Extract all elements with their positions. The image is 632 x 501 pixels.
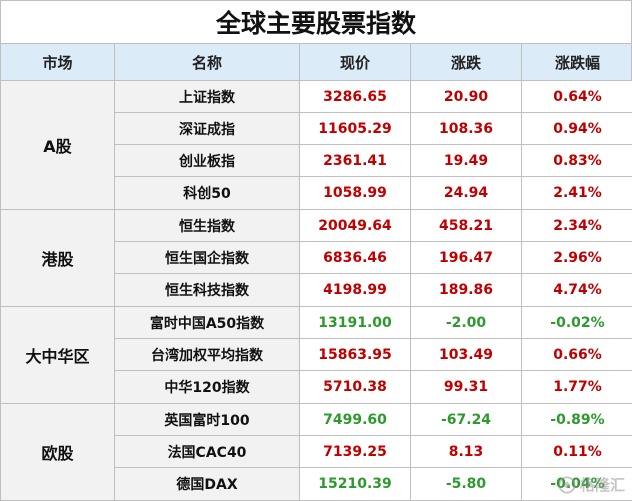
change-cell: 189.86 <box>411 274 522 306</box>
change-cell: 108.36 <box>411 113 522 144</box>
table-row: 科创50 1058.99 24.94 2.41% <box>115 177 632 209</box>
table-row: 恒生科技指数 4198.99 189.86 4.74% <box>115 274 632 306</box>
table-title: 全球主要股票指数 <box>1 0 631 44</box>
change-pct-cell: 2.96% <box>522 242 632 273</box>
price-cell: 3286.65 <box>300 81 411 112</box>
price-cell: 1058.99 <box>300 177 411 209</box>
price-cell: 6836.46 <box>300 242 411 273</box>
market-label: 港股 <box>1 210 115 306</box>
header-market: 市场 <box>1 44 115 80</box>
table-row: 中华120指数 5710.38 99.31 1.77% <box>115 371 632 403</box>
change-cell: 19.49 <box>411 145 522 176</box>
table-header: 市场 名称 现价 涨跌 涨跌幅 <box>1 44 631 81</box>
change-cell: -2.00 <box>411 307 522 338</box>
index-name-cell: 恒生科技指数 <box>115 274 300 306</box>
price-cell: 15210.39 <box>300 468 411 500</box>
price-cell: 11605.29 <box>300 113 411 144</box>
change-cell: 196.47 <box>411 242 522 273</box>
market-label: 欧股 <box>1 404 115 500</box>
change-pct-cell: -0.89% <box>522 404 632 435</box>
change-pct-cell: 2.34% <box>522 210 632 241</box>
index-name-cell: 恒生国企指数 <box>115 242 300 273</box>
change-pct-cell: 4.74% <box>522 274 632 306</box>
table-row: 上证指数 3286.65 20.90 0.64% <box>115 81 632 113</box>
table-row: 台湾加权平均指数 15863.95 103.49 0.66% <box>115 339 632 371</box>
table-row: 恒生指数 20049.64 458.21 2.34% <box>115 210 632 242</box>
index-name-cell: 科创50 <box>115 177 300 209</box>
index-name-cell: 德国DAX <box>115 468 300 500</box>
market-group: A股 上证指数 3286.65 20.90 0.64% 深证成指 11605.29 108.3… <box>1 81 632 210</box>
change-pct-cell: 0.11% <box>522 436 632 467</box>
table-row: 创业板指 2361.41 19.49 0.83% <box>115 145 632 177</box>
index-name-cell: 恒生指数 <box>115 210 300 241</box>
change-pct-cell: 2.41% <box>522 177 632 209</box>
price-cell: 4198.99 <box>300 274 411 306</box>
change-cell: 103.49 <box>411 339 522 370</box>
change-cell: -67.24 <box>411 404 522 435</box>
price-cell: 2361.41 <box>300 145 411 176</box>
watermark: 格隆汇 <box>558 474 625 495</box>
price-cell: 15863.95 <box>300 339 411 370</box>
table-row: 深证成指 11605.29 108.36 0.94% <box>115 113 632 145</box>
price-cell: 5710.38 <box>300 371 411 403</box>
price-cell: 7139.25 <box>300 436 411 467</box>
change-pct-cell: 0.94% <box>522 113 632 144</box>
index-name-cell: 创业板指 <box>115 145 300 176</box>
header-change-pct: 涨跌幅 <box>554 53 600 72</box>
table-row: 德国DAX 15210.39 -5.80 -0.04% <box>115 468 632 500</box>
index-name-cell: 台湾加权平均指数 <box>115 339 300 370</box>
price-cell: 7499.60 <box>300 404 411 435</box>
index-name-cell: 英国富时100 <box>115 404 300 435</box>
market-group: 欧股 英国富时100 7499.60 -67.24 -0.89% 法国CAC40 7139.… <box>1 404 632 501</box>
market-group: 大中华区 富时中国A50指数 13191.00 -2.00 -0.02% 台湾加权平均指数… <box>1 307 632 404</box>
change-cell: -5.80 <box>411 468 522 500</box>
header-change: 涨跌 <box>411 44 522 80</box>
header-name: 名称 <box>115 44 300 80</box>
watermark-text: 格隆汇 <box>579 476 625 494</box>
table-row: 恒生国企指数 6836.46 196.47 2.96% <box>115 242 632 274</box>
change-cell: 24.94 <box>411 177 522 209</box>
gelonghui-logo-icon <box>558 475 576 494</box>
change-cell: 458.21 <box>411 210 522 241</box>
change-cell: 8.13 <box>411 436 522 467</box>
change-pct-cell: -0.04% <box>522 468 632 500</box>
header-price: 现价 <box>300 44 411 80</box>
price-cell: 20049.64 <box>300 210 411 241</box>
table-row: 富时中国A50指数 13191.00 -2.00 -0.02% <box>115 307 632 339</box>
index-name-cell: 法国CAC40 <box>115 436 300 467</box>
index-name-cell: 深证成指 <box>115 113 300 144</box>
table-body: A股 上证指数 3286.65 20.90 0.64% 深证成指 11605.29 108.3… <box>1 81 632 501</box>
price-cell: 13191.00 <box>300 307 411 338</box>
change-pct-cell: 0.66% <box>522 339 632 370</box>
index-name-cell: 上证指数 <box>115 81 300 112</box>
change-cell: 20.90 <box>411 81 522 112</box>
change-pct-cell: 1.77% <box>522 371 632 403</box>
table-row: 法国CAC40 7139.25 8.13 0.11% <box>115 436 632 468</box>
change-pct-cell: 0.64% <box>522 81 632 112</box>
market-group: 港股 恒生指数 20049.64 458.21 2.34% 恒生国企指数 6836.46 19… <box>1 210 632 307</box>
change-cell: 99.31 <box>411 371 522 403</box>
index-name-cell: 富时中国A50指数 <box>115 307 300 338</box>
change-pct-cell: -0.02% <box>522 307 632 338</box>
change-pct-cell: 0.83% <box>522 145 632 176</box>
market-label: A股 <box>1 81 115 209</box>
table-row: 英国富时100 7499.60 -67.24 -0.89% <box>115 404 632 436</box>
index-name-cell: 中华120指数 <box>115 371 300 403</box>
market-label: 大中华区 <box>1 307 115 403</box>
